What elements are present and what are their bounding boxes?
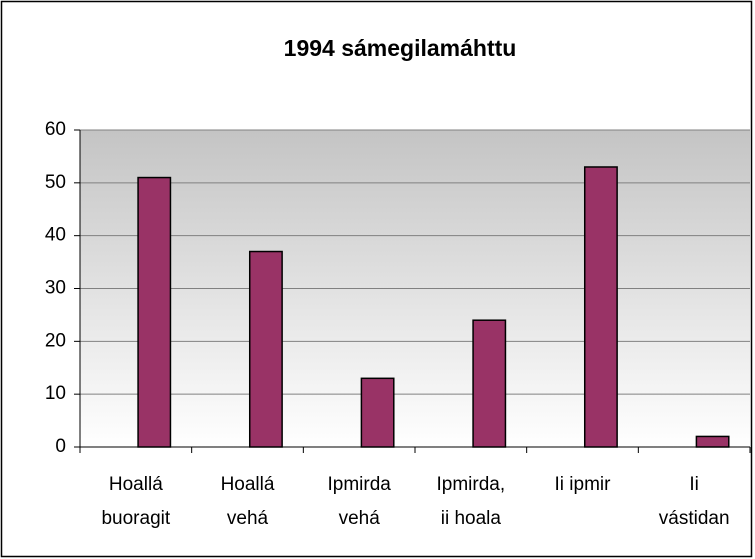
bar: [137, 176, 172, 448]
x-tick-label: vehá: [339, 508, 381, 529]
y-tick-label: 10: [45, 383, 66, 404]
x-tick-label: ii hoala: [441, 508, 502, 529]
bar: [583, 166, 618, 448]
y-tick-label: 60: [45, 119, 66, 140]
chart-title: 1994 sámegilamáhttu: [284, 35, 517, 61]
y-tick-label: 30: [45, 278, 66, 299]
bar: [695, 435, 730, 448]
x-tick-label: Ipmirda: [327, 474, 391, 495]
x-tick-label: Hoallá: [221, 474, 275, 495]
bar: [360, 377, 395, 448]
y-tick-label: 0: [55, 436, 66, 457]
x-tick-label: vástidan: [659, 508, 730, 529]
bar: [248, 250, 283, 448]
x-tick-label: Ii: [689, 474, 699, 495]
x-tick-label: Ipmirda,: [437, 474, 506, 495]
y-tick-label: 20: [45, 330, 66, 351]
y-tick-label: 40: [45, 225, 66, 246]
x-tick-label: Hoallá: [109, 474, 163, 495]
x-tick-label: vehá: [227, 508, 269, 529]
y-tick-label: 50: [45, 172, 66, 193]
x-tick-label: Ii ipmir: [555, 474, 612, 495]
x-tick-label: buoragit: [101, 508, 170, 529]
bar: [472, 319, 507, 448]
